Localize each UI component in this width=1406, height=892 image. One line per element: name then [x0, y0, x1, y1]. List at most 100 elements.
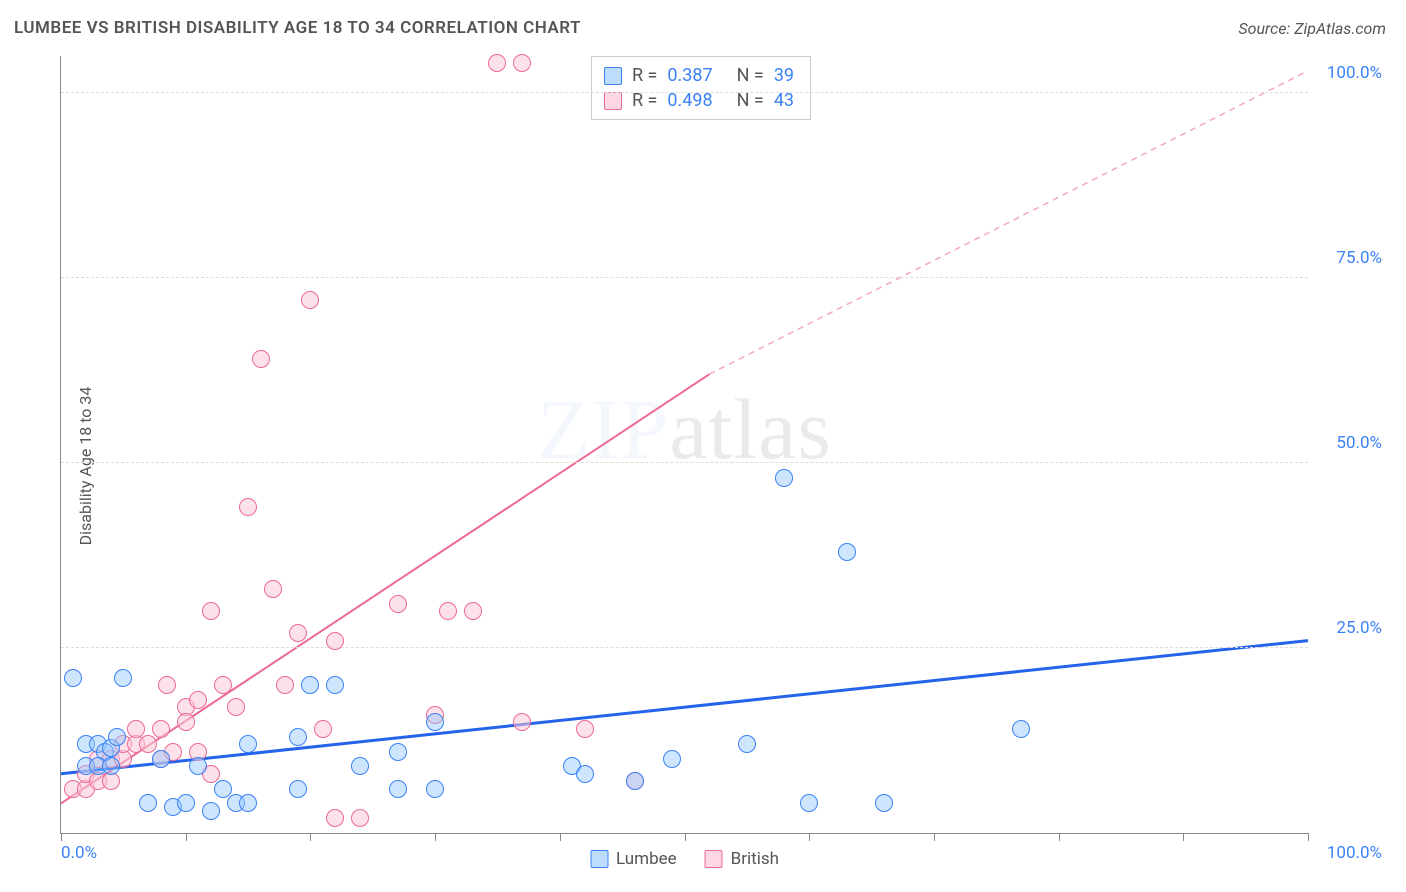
- data-point: [875, 794, 893, 812]
- data-point: [289, 780, 307, 798]
- data-point: [202, 602, 220, 620]
- x-tick: [61, 833, 62, 841]
- data-point: [127, 720, 145, 738]
- data-point: [775, 469, 793, 487]
- data-point: [326, 676, 344, 694]
- stat-n-value: 43: [774, 90, 794, 111]
- data-point: [64, 669, 82, 687]
- gridline: [61, 462, 1308, 463]
- data-point: [576, 765, 594, 783]
- data-point: [488, 54, 506, 72]
- x-tick: [1183, 833, 1184, 841]
- x-tick: [934, 833, 935, 841]
- data-point: [626, 772, 644, 790]
- legend-swatch-icon: [604, 92, 622, 110]
- data-point: [513, 713, 531, 731]
- x-axis-max-label: 100.0%: [1327, 843, 1382, 863]
- data-point: [389, 743, 407, 761]
- data-point: [326, 632, 344, 650]
- legend-item: Lumbee: [590, 849, 677, 869]
- data-point: [738, 735, 756, 753]
- data-point: [301, 676, 319, 694]
- stat-r-value: 0.498: [667, 90, 712, 111]
- y-tick-label: 75.0%: [1336, 248, 1382, 268]
- data-point: [1012, 720, 1030, 738]
- stats-legend-box: R = 0.387 N = 39 R = 0.498 N = 43: [591, 56, 811, 120]
- data-point: [439, 602, 457, 620]
- x-tick: [310, 833, 311, 841]
- legend-label: Lumbee: [616, 849, 677, 869]
- data-point: [264, 580, 282, 598]
- data-point: [239, 735, 257, 753]
- data-point: [800, 794, 818, 812]
- data-point: [108, 728, 126, 746]
- source-label: Source: ZipAtlas.com: [1238, 19, 1386, 38]
- data-point: [389, 780, 407, 798]
- stats-row: R = 0.387 N = 39: [604, 63, 794, 88]
- stat-r-value: 0.387: [667, 65, 712, 86]
- y-tick-label: 25.0%: [1336, 618, 1382, 638]
- legend-label: British: [731, 849, 779, 869]
- data-point: [351, 757, 369, 775]
- stat-r-label: R =: [632, 90, 657, 111]
- data-point: [189, 691, 207, 709]
- data-point: [663, 750, 681, 768]
- data-point: [239, 794, 257, 812]
- data-point: [513, 54, 531, 72]
- stat-n-value: 39: [774, 65, 794, 86]
- plot-area: ZIPatlas R = 0.387N = 39R = 0.498N = 43 …: [60, 56, 1308, 834]
- data-point: [276, 676, 294, 694]
- data-point: [139, 735, 157, 753]
- legend-item: British: [705, 849, 779, 869]
- x-tick: [1308, 833, 1309, 841]
- legend-swatch-icon: [705, 850, 723, 868]
- data-point: [576, 720, 594, 738]
- series-legend: Lumbee British: [590, 849, 779, 869]
- y-tick-label: 50.0%: [1336, 433, 1382, 453]
- legend-swatch-icon: [604, 67, 622, 85]
- x-tick: [1059, 833, 1060, 841]
- data-point: [426, 780, 444, 798]
- gridline: [61, 92, 1308, 93]
- gridline: [61, 647, 1308, 648]
- stat-n-label: N =: [737, 90, 764, 111]
- x-tick: [186, 833, 187, 841]
- trend-lines: [61, 56, 1308, 833]
- data-point: [426, 713, 444, 731]
- data-point: [189, 757, 207, 775]
- legend-swatch-icon: [590, 850, 608, 868]
- y-tick-label: 100.0%: [1327, 63, 1382, 83]
- data-point: [177, 794, 195, 812]
- data-point: [227, 698, 245, 716]
- x-tick: [560, 833, 561, 841]
- x-axis-min-label: 0.0%: [61, 843, 97, 863]
- x-tick: [809, 833, 810, 841]
- data-point: [389, 595, 407, 613]
- data-point: [314, 720, 332, 738]
- chart-title: LUMBEE VS BRITISH DISABILITY AGE 18 TO 3…: [14, 18, 581, 38]
- data-point: [351, 809, 369, 827]
- stat-r-label: R =: [632, 65, 657, 86]
- x-tick: [685, 833, 686, 841]
- data-point: [838, 543, 856, 561]
- data-point: [139, 794, 157, 812]
- data-point: [214, 780, 232, 798]
- data-point: [158, 676, 176, 694]
- data-point: [177, 713, 195, 731]
- data-point: [239, 498, 257, 516]
- data-point: [289, 728, 307, 746]
- data-point: [114, 669, 132, 687]
- chart-container: Disability Age 18 to 34 ZIPatlas R = 0.3…: [14, 56, 1386, 876]
- data-point: [464, 602, 482, 620]
- stat-n-label: N =: [737, 65, 764, 86]
- data-point: [214, 676, 232, 694]
- gridline: [61, 277, 1308, 278]
- data-point: [252, 350, 270, 368]
- x-tick: [435, 833, 436, 841]
- data-point: [152, 720, 170, 738]
- data-point: [301, 291, 319, 309]
- data-point: [289, 624, 307, 642]
- data-point: [326, 809, 344, 827]
- data-point: [102, 757, 120, 775]
- data-point: [202, 802, 220, 820]
